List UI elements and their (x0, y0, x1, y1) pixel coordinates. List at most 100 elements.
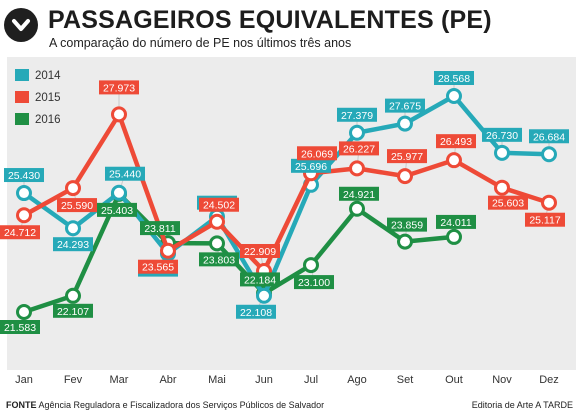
data-label-2015-Jan: 24.712 (4, 227, 36, 239)
x-tick-Abr: Abr (159, 374, 176, 386)
x-tick-Fev: Fev (64, 374, 83, 386)
data-label-2015-Jul: 26.069 (301, 148, 333, 160)
data-label-2014-Set: 27.675 (389, 101, 421, 113)
data-point-2016-Fev (65, 287, 81, 304)
data-label-bg-2015-Abr (138, 259, 178, 274)
data-label-bg-2014-Jul (291, 158, 331, 173)
data-label-2016-Mai: 23.803 (203, 254, 235, 266)
data-point-2014-Ago (349, 124, 365, 141)
x-tick-Dez: Dez (539, 374, 559, 386)
data-label-2015-Nov: 25.603 (492, 198, 524, 210)
data-label-2015-Mai: 24.502 (203, 200, 235, 212)
data-label-bg-2014-Out (434, 71, 474, 85)
data-point-2014-Mar (111, 184, 127, 201)
data-label-2016-Jul: 23.100 (298, 277, 330, 289)
source-label: FONTE (6, 400, 37, 410)
data-point-2014-Set (397, 115, 413, 132)
x-tick-Ago: Ago (347, 374, 367, 386)
data-label-2016-Jun: 22.184 (244, 274, 276, 286)
legend-swatch-2016 (15, 113, 29, 125)
data-point-2016-Out (446, 228, 462, 245)
source-text: Agência Reguladora e Fiscalizadora dos S… (38, 400, 325, 410)
data-label-2015-Set: 25.977 (391, 151, 423, 163)
chart-title: PASSAGEIROS EQUIVALENTES (PE) (48, 6, 492, 34)
data-label-bg-2014-Mar (105, 166, 145, 181)
x-tick-Jan: Jan (15, 374, 33, 386)
legend-swatch-2014 (15, 69, 29, 81)
data-label-bg-2016-Fev (53, 303, 93, 318)
data-label-2014-Jun: 22.108 (240, 307, 272, 319)
data-label-bg-2015-Fev (57, 198, 97, 213)
data-point-2015-Dez (541, 194, 557, 211)
data-label-bg-2015-Out (436, 134, 476, 149)
data-label-bg-2016-Ago (339, 186, 379, 201)
data-point-2015-Nov (494, 179, 510, 196)
data-label-2014-Dez: 26.684 (533, 131, 565, 143)
data-point-2016-Set (397, 233, 413, 250)
x-tick-Jul: Jul (304, 374, 318, 386)
data-label-bg-2016-Jan (0, 320, 40, 334)
data-label-2016-Fev: 22.107 (57, 306, 89, 318)
x-tick-Mai: Mai (208, 374, 226, 386)
data-point-2015-Ago (349, 160, 365, 177)
data-label-2015-Mar: 27.973 (103, 82, 135, 94)
data-label-bg-2014-Fev (53, 237, 93, 252)
data-label-2015-Out: 26.493 (440, 136, 472, 148)
data-label-2015-Ago: 26.227 (343, 143, 375, 155)
data-label-bg-2014-Set (385, 98, 425, 113)
data-point-2014-Jun (256, 287, 272, 304)
data-point-2015-Set (397, 168, 413, 185)
data-label-2016-Abr: 23.811 (144, 223, 175, 235)
x-tick-Out: Out (445, 374, 463, 386)
data-label-2016-Out: 24.011 (440, 217, 471, 229)
data-label-bg-2016-Out (436, 214, 476, 229)
data-point-2014-Fev (65, 220, 81, 237)
series-line-2016 (23, 191, 455, 315)
data-label-bg-2015-Jul (297, 146, 337, 161)
data-label-bg-2015-Jan (0, 225, 40, 240)
data-label-2014-Nov: 26.730 (486, 130, 518, 142)
data-label-2014-Jul: 25.696 (295, 161, 327, 173)
legend-swatch-2015 (15, 91, 29, 103)
data-label-bg-2015-Ago (339, 141, 379, 156)
data-point-2014-Jan (16, 185, 32, 202)
data-label-2014-Ago: 27.379 (341, 110, 373, 122)
data-label-2016-Jan: 21.583 (4, 322, 36, 334)
data-point-2016-Mai (209, 235, 225, 252)
data-point-2016-Jan (16, 304, 32, 320)
data-label-bg-2015-Dez (525, 212, 565, 227)
data-label-2016-Ago: 24.921 (343, 189, 375, 201)
chart-subtitle: A comparação do número de PE nos últimos… (49, 36, 352, 50)
data-label-2014-Fev: 24.293 (57, 239, 89, 251)
data-label-bg-2015-Mar (99, 80, 139, 95)
data-label-bg-2015-Jun (240, 243, 280, 258)
data-point-2015-Mar (111, 106, 127, 123)
data-label-2014-Mar: 25.440 (109, 169, 141, 181)
data-label-2014-Jan: 25.430 (8, 170, 40, 182)
chart-panel: 20142015201625.43024.29325.44023.47124.6… (0, 57, 576, 386)
series-line-2015 (22, 112, 550, 274)
legend-label-2016: 2016 (35, 114, 61, 126)
data-point-2015-Mai (209, 213, 225, 230)
data-label-bg-2014-Dez (529, 129, 569, 144)
data-label-bg-2016-Jul (294, 275, 334, 290)
data-label-2016-Set: 23.859 (391, 220, 423, 232)
data-point-2016-Jul (303, 257, 319, 274)
data-label-2014-Out: 28.568 (438, 73, 470, 85)
data-label-2016-Mar: 25.403 (101, 205, 133, 217)
data-point-2015-Fev (65, 180, 81, 197)
data-point-2015-Jan (16, 207, 32, 224)
x-tick-Nov: Nov (492, 374, 512, 386)
data-label-2015-Dez: 25.117 (529, 215, 560, 227)
data-point-2014-Out (446, 88, 462, 104)
data-label-bg-2015-Nov (488, 195, 528, 210)
data-point-2014-Nov (494, 144, 510, 161)
data-label-bg-2014-Nov (482, 127, 522, 142)
x-tick-Jun: Jun (255, 374, 273, 386)
data-label-bg-2016-Mar (97, 202, 137, 217)
data-label-2015-Abr: 23.565 (142, 262, 174, 274)
x-tick-Set: Set (397, 374, 414, 386)
data-label-bg-2016-Abr (140, 221, 180, 236)
data-label-bg-2014-Jan (4, 168, 44, 183)
data-label-bg-2016-Mai (199, 252, 239, 267)
